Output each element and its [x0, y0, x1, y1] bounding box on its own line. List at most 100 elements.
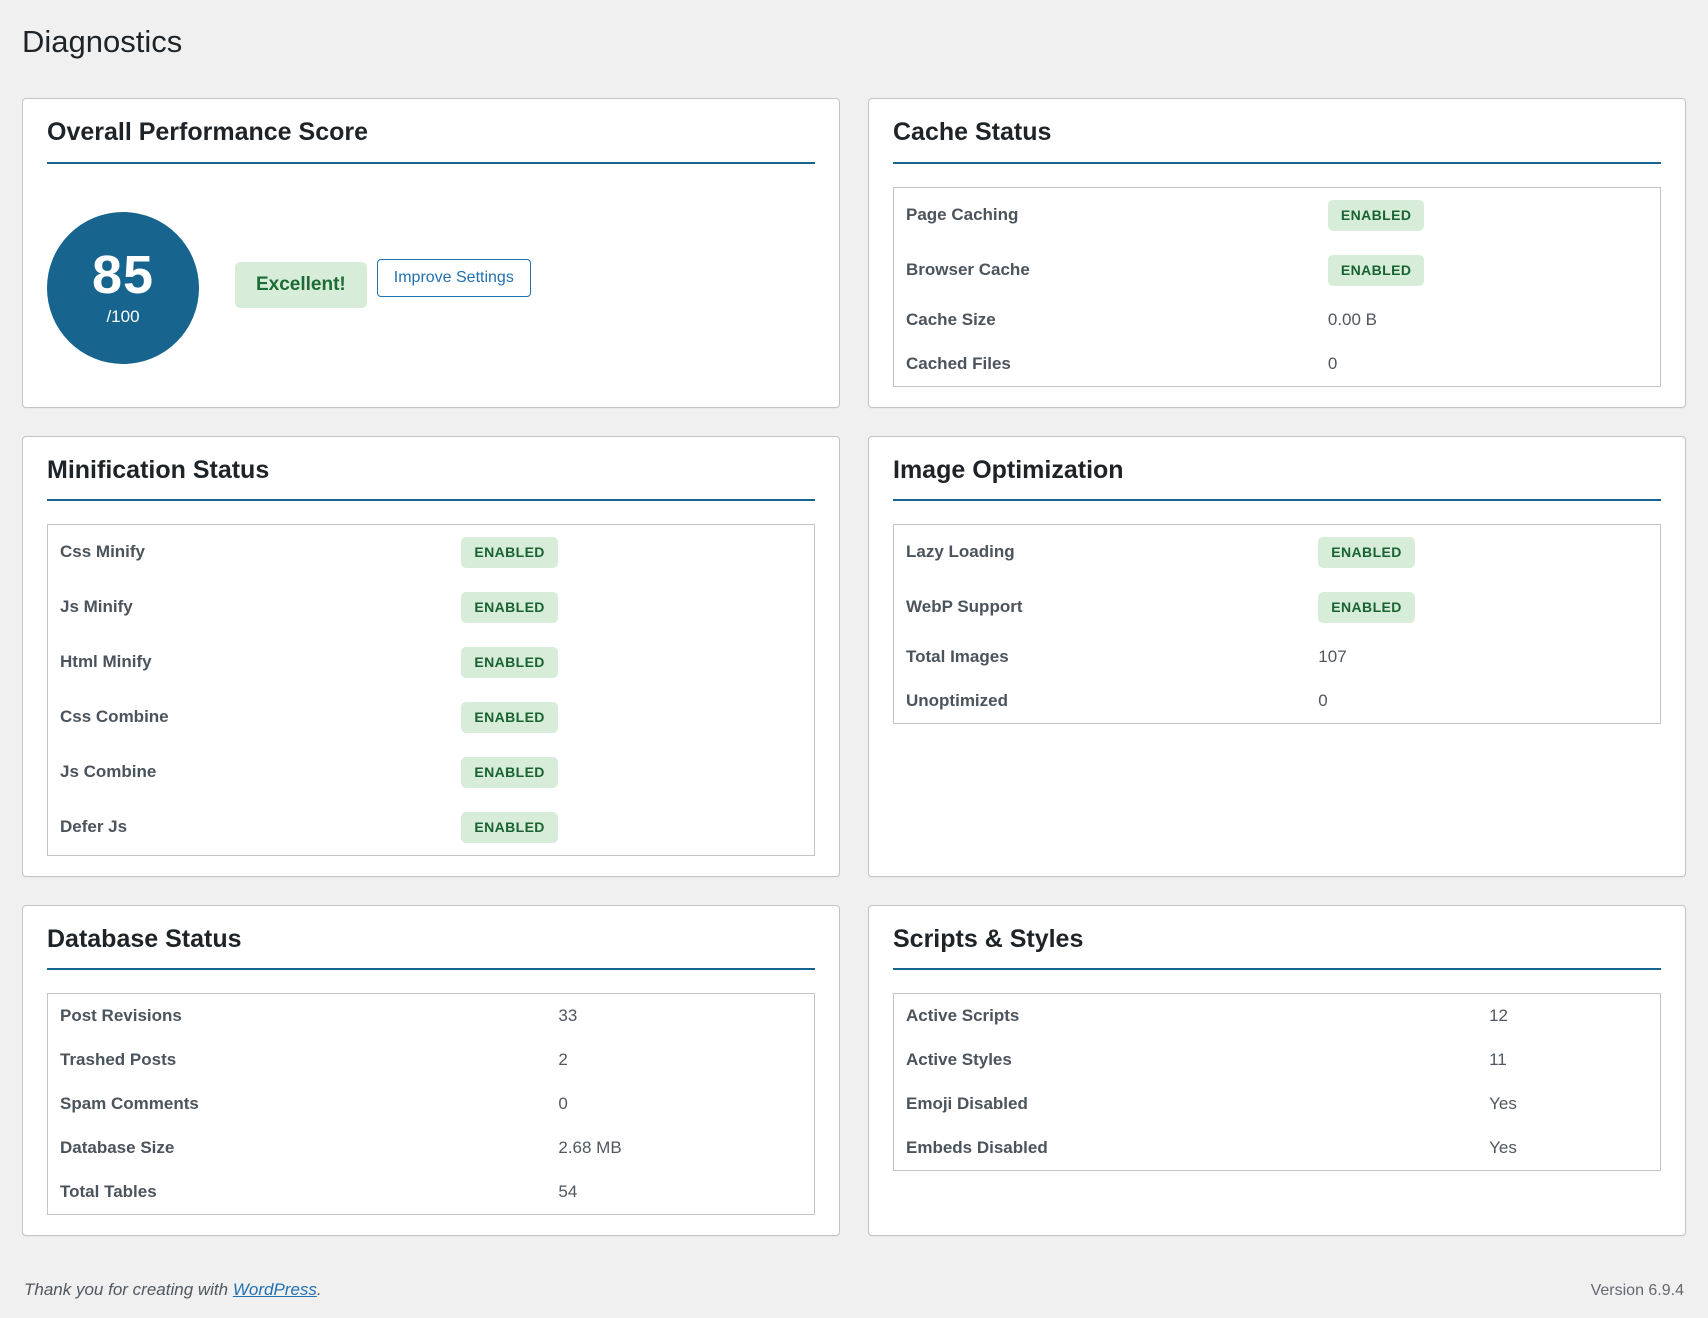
database-status-table: Post Revisions 33 Trashed Posts 2 Spam Comme…: [47, 993, 815, 1216]
row-label: Database Size: [60, 1138, 175, 1158]
table-row: Active Styles 11: [894, 1038, 1661, 1082]
table-row: Cache Size 0.00 B: [894, 298, 1661, 342]
row-value: Yes: [1489, 1138, 1517, 1158]
score-circle: 85 /100: [47, 211, 199, 364]
enabled-badge: ENABLED: [461, 756, 558, 788]
table-row: Total Images 107: [894, 635, 1661, 679]
row-value: 0: [1318, 690, 1328, 710]
table-row: Spam Comments 0: [48, 1082, 815, 1126]
score-row: 85 /100 Excellent! Improve Settings: [47, 211, 815, 364]
row-label: Cache Size: [906, 309, 996, 329]
thanks-text: Thank you for creating with WordPress.: [24, 1280, 322, 1300]
row-value: ENABLED: [449, 690, 814, 745]
row-label: WebP Support: [906, 597, 1023, 617]
card-database-status: Database Status Post Revisions 33 Trashed …: [22, 904, 840, 1237]
row-label: Total Tables: [60, 1182, 157, 1202]
image-optimization-table: Lazy Loading ENABLED WebP Support ENABLED To…: [893, 523, 1661, 724]
card-title-image-optimization: Image Optimization: [893, 455, 1661, 501]
table-row: Embeds Disabled Yes: [894, 1126, 1661, 1171]
table-row: Css Combine ENABLED: [48, 690, 815, 745]
row-value: ENABLED: [449, 635, 814, 690]
card-title-scripts-styles: Scripts & Styles: [893, 924, 1661, 971]
row-value: 11: [1489, 1050, 1507, 1070]
table-row: Database Size 2.68 MB: [48, 1126, 815, 1170]
page-title: Diagnostics: [22, 24, 183, 59]
row-label: Emoji Disabled: [906, 1094, 1028, 1114]
row-value: 0: [558, 1094, 568, 1114]
row-label: Embeds Disabled: [906, 1138, 1048, 1158]
enabled-badge: ENABLED: [461, 646, 558, 678]
row-value: ENABLED: [1306, 580, 1660, 635]
table-row: Trashed Posts 2: [48, 1038, 815, 1082]
row-value: 2.68 MB: [558, 1138, 622, 1158]
row-value: 107: [1318, 646, 1347, 666]
row-value: Yes: [1489, 1094, 1517, 1114]
row-label: Trashed Posts: [60, 1050, 177, 1070]
enabled-badge: ENABLED: [1318, 591, 1415, 623]
table-row: WebP Support ENABLED: [894, 580, 1661, 635]
table-row: Emoji Disabled Yes: [894, 1082, 1661, 1126]
card-title-database-status: Database Status: [47, 924, 815, 971]
row-label: Spam Comments: [60, 1094, 199, 1114]
card-scripts-styles: Scripts & Styles Active Scripts 12 Active …: [868, 904, 1686, 1237]
row-label: Lazy Loading: [906, 542, 1015, 562]
enabled-badge: ENABLED: [461, 811, 558, 843]
row-label: Total Images: [906, 646, 1009, 666]
version-text: Version 6.9.4: [1590, 1282, 1684, 1300]
row-value: 33: [558, 1006, 578, 1026]
score-value: 85: [91, 245, 155, 306]
enabled-badge: ENABLED: [461, 591, 558, 623]
enabled-badge: ENABLED: [1327, 254, 1425, 286]
card-minification-status: Minification Status Css Minify ENABLED Js …: [22, 435, 840, 877]
row-value: ENABLED: [449, 524, 814, 580]
table-row: Js Minify ENABLED: [48, 580, 815, 635]
table-row: Lazy Loading ENABLED: [894, 524, 1661, 580]
row-label: Css Combine: [60, 707, 169, 727]
row-label: Browser Cache: [906, 260, 1030, 280]
row-value: ENABLED: [449, 800, 814, 856]
row-value: ENABLED: [1306, 524, 1660, 580]
table-row: Post Revisions 33: [48, 994, 815, 1039]
enabled-badge: ENABLED: [461, 701, 558, 733]
card-title-minification-status: Minification Status: [47, 455, 815, 501]
enabled-badge: ENABLED: [1318, 536, 1415, 568]
page: Diagnostics Overall Performance Score 85…: [22, 22, 1686, 1300]
scripts-styles-table: Active Scripts 12 Active Styles 11 Emoji Dis…: [893, 993, 1661, 1172]
card-title-overall-performance: Overall Performance Score: [47, 117, 815, 164]
row-label: Css Minify: [60, 542, 146, 562]
table-row: Total Tables 54: [48, 1170, 815, 1215]
table-row: Browser Cache ENABLED: [894, 243, 1661, 298]
row-label: Active Scripts: [906, 1006, 1020, 1026]
wordpress-link[interactable]: WordPress: [232, 1280, 317, 1300]
score-max: /100: [106, 307, 140, 327]
table-row: Html Minify ENABLED: [48, 635, 815, 690]
rating-badge: Excellent!: [235, 261, 367, 308]
row-label: Cached Files: [906, 353, 1011, 373]
row-label: Js Minify: [60, 597, 133, 617]
row-label: Post Revisions: [60, 1006, 182, 1026]
row-value: ENABLED: [1316, 243, 1661, 298]
table-row: Defer Js ENABLED: [48, 800, 815, 856]
table-row: Page Caching ENABLED: [894, 187, 1661, 243]
footer: Thank you for creating with WordPress. V…: [22, 1280, 1686, 1300]
cache-status-table: Page Caching ENABLED Browser Cache ENABLED C…: [893, 186, 1661, 387]
table-row: Cached Files 0: [894, 342, 1661, 387]
thanks-suffix: .: [316, 1280, 322, 1300]
row-value: 0: [1327, 353, 1338, 373]
row-value: ENABLED: [1316, 187, 1661, 243]
table-row: Unoptimized 0: [894, 679, 1661, 724]
thanks-prefix: Thank you for creating with: [24, 1280, 233, 1300]
card-title-cache-status: Cache Status: [893, 117, 1661, 164]
row-label: Active Styles: [906, 1050, 1012, 1070]
row-label: Html Minify: [60, 652, 152, 672]
table-row: Js Combine ENABLED: [48, 745, 815, 800]
enabled-badge: ENABLED: [1327, 199, 1425, 231]
row-value: ENABLED: [449, 580, 814, 635]
table-row: Css Minify ENABLED: [48, 524, 815, 580]
row-value: 0.00 B: [1327, 309, 1378, 329]
card-image-optimization: Image Optimization Lazy Loading ENABLED We…: [868, 435, 1686, 877]
table-row: Active Scripts 12: [894, 994, 1661, 1039]
improve-settings-button[interactable]: Improve Settings: [376, 258, 531, 297]
row-label: Defer Js: [60, 817, 128, 837]
minification-status-table: Css Minify ENABLED Js Minify ENABLED Html Mi…: [47, 523, 815, 856]
